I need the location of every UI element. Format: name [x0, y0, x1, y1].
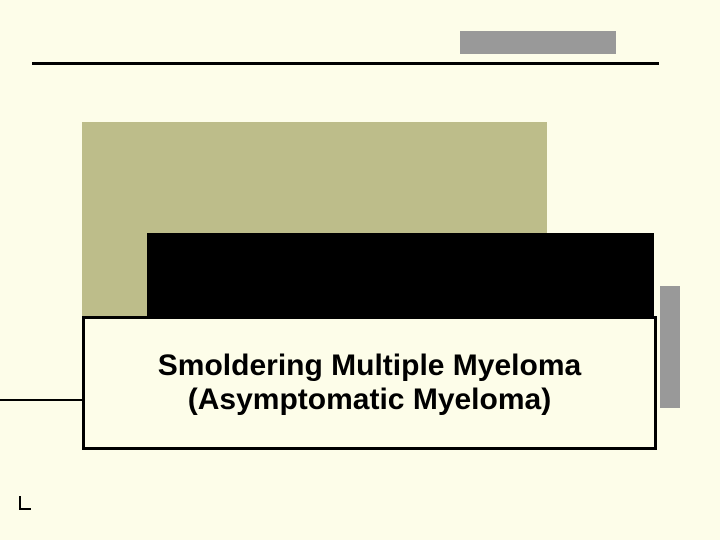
- corner-mark-icon: [19, 496, 31, 510]
- decorative-bar-top: [460, 31, 616, 54]
- horizontal-rule-side: [0, 399, 82, 401]
- decorative-bar-side: [660, 286, 680, 408]
- title-box: Smoldering Multiple Myeloma (Asymptomati…: [82, 316, 657, 450]
- slide: Smoldering Multiple Myeloma (Asymptomati…: [0, 0, 720, 540]
- title-line-1: Smoldering Multiple Myeloma: [158, 349, 581, 384]
- dark-rectangle: [147, 233, 654, 327]
- title-line-2: (Asymptomatic Myeloma): [188, 383, 551, 418]
- horizontal-rule-top: [32, 62, 659, 65]
